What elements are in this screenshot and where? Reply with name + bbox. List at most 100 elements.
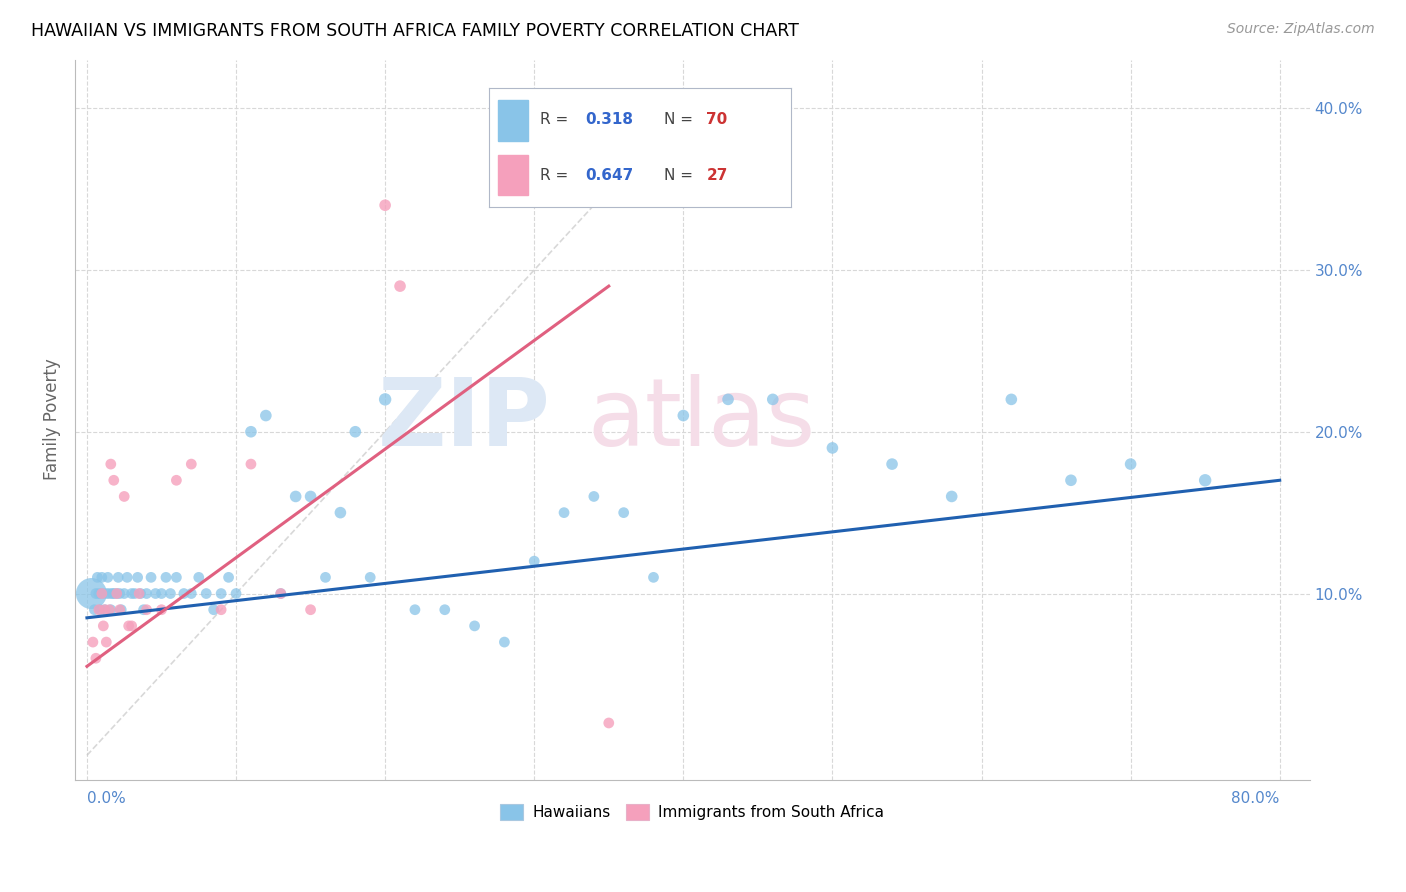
Point bbox=[433, 603, 456, 617]
Point bbox=[121, 619, 143, 633]
Point bbox=[112, 490, 135, 504]
Point bbox=[84, 586, 107, 600]
Point bbox=[87, 586, 110, 600]
Point bbox=[132, 603, 155, 617]
Point bbox=[150, 603, 173, 617]
Point bbox=[110, 603, 132, 617]
Text: 0.0%: 0.0% bbox=[87, 791, 125, 806]
Point bbox=[329, 506, 352, 520]
Point bbox=[139, 570, 162, 584]
Point bbox=[180, 586, 202, 600]
Point bbox=[299, 603, 322, 617]
Point bbox=[880, 457, 903, 471]
Point bbox=[80, 586, 103, 600]
Point bbox=[389, 279, 412, 293]
Point bbox=[94, 603, 117, 617]
Point bbox=[239, 457, 262, 471]
Point bbox=[762, 392, 785, 407]
Point bbox=[464, 619, 486, 633]
Point bbox=[717, 392, 740, 407]
Point bbox=[1119, 457, 1142, 471]
Point bbox=[127, 570, 149, 584]
Point bbox=[155, 570, 177, 584]
Point bbox=[105, 586, 128, 600]
Point bbox=[115, 570, 138, 584]
Point bbox=[821, 441, 844, 455]
Point bbox=[344, 425, 367, 439]
Point bbox=[643, 570, 665, 584]
Point bbox=[150, 586, 173, 600]
Point bbox=[173, 586, 195, 600]
Point bbox=[165, 570, 187, 584]
Point bbox=[254, 409, 277, 423]
Point bbox=[83, 603, 105, 617]
Legend: Hawaiians, Immigrants from South Africa: Hawaiians, Immigrants from South Africa bbox=[495, 797, 890, 826]
Point bbox=[180, 457, 202, 471]
Point bbox=[94, 603, 117, 617]
Point bbox=[135, 586, 157, 600]
Point bbox=[159, 586, 181, 600]
Point bbox=[209, 586, 232, 600]
Point bbox=[494, 635, 516, 649]
Point bbox=[129, 586, 152, 600]
Point bbox=[108, 586, 131, 600]
Point bbox=[100, 457, 122, 471]
Point bbox=[91, 619, 114, 633]
Point bbox=[239, 425, 262, 439]
Point bbox=[90, 586, 112, 600]
Point bbox=[225, 586, 247, 600]
Point bbox=[103, 586, 125, 600]
Point bbox=[218, 570, 240, 584]
Point bbox=[195, 586, 218, 600]
Point bbox=[97, 570, 120, 584]
Point bbox=[553, 506, 575, 520]
Point bbox=[315, 570, 337, 584]
Text: HAWAIIAN VS IMMIGRANTS FROM SOUTH AFRICA FAMILY POVERTY CORRELATION CHART: HAWAIIAN VS IMMIGRANTS FROM SOUTH AFRICA… bbox=[31, 22, 799, 40]
Point bbox=[107, 570, 129, 584]
Point bbox=[121, 586, 143, 600]
Point bbox=[270, 586, 292, 600]
Point bbox=[135, 603, 157, 617]
Point bbox=[209, 603, 232, 617]
Point bbox=[118, 619, 141, 633]
Point bbox=[96, 586, 118, 600]
Point bbox=[98, 603, 121, 617]
Text: 80.0%: 80.0% bbox=[1232, 791, 1279, 806]
Text: Source: ZipAtlas.com: Source: ZipAtlas.com bbox=[1227, 22, 1375, 37]
Point bbox=[1000, 392, 1022, 407]
Point bbox=[145, 586, 167, 600]
Point bbox=[672, 409, 695, 423]
Point bbox=[112, 586, 135, 600]
Point bbox=[84, 651, 107, 665]
Point bbox=[374, 198, 396, 212]
Point bbox=[86, 570, 108, 584]
Point bbox=[270, 586, 292, 600]
Point bbox=[124, 586, 146, 600]
Point bbox=[98, 586, 121, 600]
Point bbox=[582, 490, 605, 504]
Point bbox=[187, 570, 209, 584]
Point bbox=[90, 586, 112, 600]
Text: atlas: atlas bbox=[588, 374, 815, 466]
Point bbox=[359, 570, 381, 584]
Point bbox=[404, 603, 426, 617]
Point bbox=[105, 586, 128, 600]
Point bbox=[103, 473, 125, 487]
Point bbox=[90, 570, 112, 584]
Point bbox=[1060, 473, 1083, 487]
Text: ZIP: ZIP bbox=[377, 374, 550, 466]
Point bbox=[202, 603, 225, 617]
Point bbox=[101, 586, 124, 600]
Point bbox=[165, 473, 187, 487]
Point bbox=[128, 586, 150, 600]
Y-axis label: Family Poverty: Family Poverty bbox=[44, 359, 60, 481]
Point bbox=[108, 603, 131, 617]
Point bbox=[96, 635, 118, 649]
Point bbox=[941, 490, 963, 504]
Point bbox=[523, 554, 546, 568]
Point bbox=[284, 490, 307, 504]
Point bbox=[299, 490, 322, 504]
Point bbox=[598, 716, 620, 731]
Point bbox=[1194, 473, 1216, 487]
Point bbox=[613, 506, 636, 520]
